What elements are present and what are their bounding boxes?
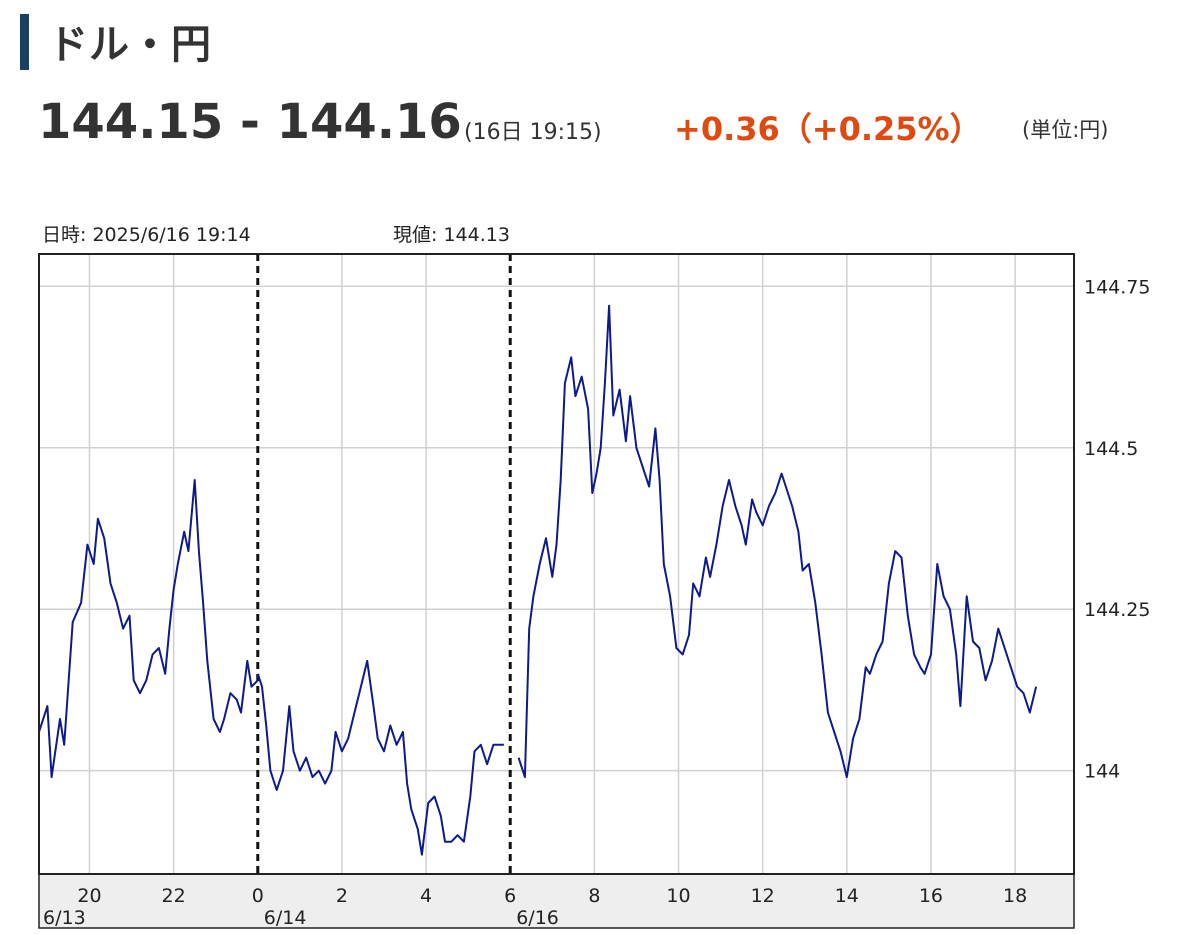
hover-value: 現値: 144.13	[393, 224, 510, 246]
quote-timestamp: (16日 19:15)	[464, 120, 602, 145]
x-tick-label: 10	[666, 885, 690, 907]
page-title: ドル・円	[48, 22, 212, 68]
x-date-label: 6/13	[43, 907, 86, 929]
x-axis-band	[38, 873, 1075, 929]
y-tick-label: 144.25	[1084, 599, 1150, 621]
title-accent-bar	[20, 14, 29, 70]
plot-frame	[38, 253, 1075, 875]
y-tick-label: 144.5	[1084, 438, 1138, 460]
x-tick-label: 2	[336, 885, 348, 907]
unit-label: (単位:円)	[1022, 118, 1109, 142]
x-tick-label: 18	[1003, 885, 1027, 907]
x-tick-label: 16	[919, 885, 943, 907]
y-tick-label: 144	[1084, 761, 1120, 783]
x-tick-label: 6	[504, 885, 516, 907]
y-tick-label: 144.75	[1084, 276, 1150, 298]
quote-row: 144.15 - 144.16 (16日 19:15) +0.36（+0.25%…	[38, 94, 1188, 154]
x-date-label: 6/16	[516, 907, 559, 929]
series-line	[517, 304, 1038, 779]
x-date-label: 6/14	[264, 907, 307, 929]
x-tick-label: 14	[835, 885, 859, 907]
price-change: +0.36（+0.25%）	[674, 110, 982, 148]
x-tick-label: 4	[420, 885, 432, 907]
price-range: 144.15 - 144.16	[38, 94, 462, 150]
hover-datetime: 日時: 2025/6/16 19:14	[42, 224, 251, 246]
series-line	[38, 479, 259, 779]
x-tick-label: 20	[77, 885, 101, 907]
x-tick-label: 22	[162, 885, 186, 907]
series-line	[256, 659, 504, 856]
x-tick-label: 0	[252, 885, 264, 907]
x-tick-label: 8	[588, 885, 600, 907]
x-tick-label: 12	[751, 885, 775, 907]
